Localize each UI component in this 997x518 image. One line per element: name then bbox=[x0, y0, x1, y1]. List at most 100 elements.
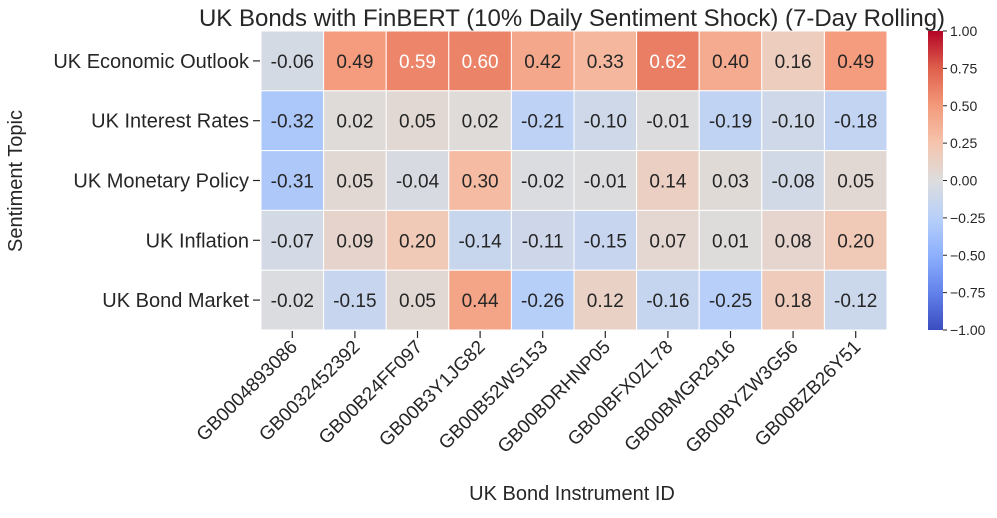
heatmap-cell bbox=[323, 30, 387, 92]
cell-value-label: -0.21 bbox=[521, 112, 564, 133]
cell-value-label: 0.40 bbox=[712, 52, 749, 73]
cell-value-label: -0.07 bbox=[271, 231, 314, 252]
x-tick-label: GB00BZB26Y51 bbox=[751, 337, 865, 451]
heatmap-cell bbox=[573, 30, 638, 92]
heatmap-cell bbox=[260, 30, 325, 92]
heatmap-cell bbox=[761, 209, 825, 271]
cell-value-label: 0.05 bbox=[399, 112, 436, 133]
y-tick-label: UK Interest Rates bbox=[91, 111, 249, 133]
heatmap-cell bbox=[761, 150, 825, 211]
heatmap-cell bbox=[823, 269, 888, 331]
x-tick-label: GB00BYZW3G56 bbox=[682, 337, 803, 458]
cell-value-label: -0.10 bbox=[771, 112, 814, 133]
cell-value-label: 0.20 bbox=[837, 231, 874, 252]
heatmap-cell bbox=[698, 150, 763, 211]
x-tick-label: GB00B3Y1JG82 bbox=[375, 337, 489, 451]
colorbar-tick-label: 0.50 bbox=[950, 98, 977, 114]
heatmap-cell bbox=[385, 30, 450, 92]
heatmap-cell bbox=[636, 90, 700, 152]
colorbar-tick-label: −0.25 bbox=[950, 210, 986, 226]
heatmap-cell bbox=[323, 90, 387, 152]
colorbar-tick-label: −1.00 bbox=[950, 322, 986, 338]
heatmap-cell bbox=[761, 269, 825, 331]
colorbar-tick-label: −0.50 bbox=[950, 247, 986, 263]
chart-title: UK Bonds with FinBERT (10% Daily Sentime… bbox=[199, 5, 945, 32]
cell-value-label: -0.32 bbox=[271, 112, 314, 133]
cell-value-label: -0.15 bbox=[584, 231, 627, 252]
cell-value-label: -0.02 bbox=[521, 172, 564, 193]
y-axis-label: Sentiment Topic bbox=[5, 110, 27, 252]
cell-value-label: -0.01 bbox=[584, 172, 627, 193]
cell-value-label: -0.12 bbox=[834, 291, 877, 312]
heatmap-cell bbox=[260, 269, 325, 331]
cell-value-label: -0.15 bbox=[333, 291, 376, 312]
x-tick-labels: GB0004893086GB0032452392GB00B24FF097GB00… bbox=[193, 331, 865, 458]
cell-value-label: 0.59 bbox=[399, 52, 436, 73]
heatmap-cell bbox=[260, 150, 325, 211]
cell-value-label: 0.05 bbox=[837, 172, 874, 193]
cell-value-label: -0.04 bbox=[396, 172, 440, 193]
heatmap-cell bbox=[698, 90, 763, 152]
heatmap-cell bbox=[510, 150, 575, 211]
cell-value-label: -0.10 bbox=[584, 112, 627, 133]
cell-value-label: 0.07 bbox=[649, 231, 686, 252]
cell-value-label: 0.09 bbox=[336, 231, 373, 252]
colorbar: 1.00 0.75 0.50 0.25 0.00 −0.25 −0.50 −0.75 −1.00 bbox=[928, 23, 986, 338]
heatmap-cell bbox=[823, 30, 888, 92]
heatmap-cell bbox=[385, 269, 450, 331]
cell-value-label: -0.26 bbox=[521, 291, 564, 312]
cell-value-label: 0.05 bbox=[336, 172, 373, 193]
y-tick-label: UK Monetary Policy bbox=[73, 171, 249, 193]
cell-value-label: 0.18 bbox=[775, 291, 812, 312]
cell-value-label: 0.30 bbox=[462, 172, 499, 193]
cell-value-label: -0.02 bbox=[271, 291, 314, 312]
heatmap-cell bbox=[636, 269, 700, 331]
cell-value-label: 0.44 bbox=[462, 291, 499, 312]
heatmap-cell bbox=[448, 90, 512, 152]
y-tick-label: UK Bond Market bbox=[102, 290, 249, 312]
y-tick-labels: UK Economic Outlook UK Interest Rates UK M… bbox=[53, 51, 260, 312]
cell-value-label: 0.05 bbox=[399, 291, 436, 312]
x-tick-label: GB00BFX0ZL78 bbox=[564, 337, 677, 450]
colorbar-tick-label: 0.00 bbox=[950, 173, 977, 189]
heatmap-cell bbox=[510, 269, 575, 331]
cell-value-label: 0.42 bbox=[524, 52, 561, 73]
cell-value-label: 0.33 bbox=[587, 52, 624, 73]
cell-value-label: -0.01 bbox=[646, 112, 689, 133]
heatmap-cell bbox=[385, 150, 450, 211]
heatmap-cell bbox=[323, 269, 387, 331]
heatmap-cell bbox=[323, 150, 387, 211]
heatmap-cell bbox=[823, 209, 888, 271]
cell-value-label: -0.19 bbox=[709, 112, 752, 133]
cell-value-label: 0.16 bbox=[775, 52, 812, 73]
cell-value-label: -0.08 bbox=[771, 172, 814, 193]
heatmap-cell bbox=[698, 269, 763, 331]
cell-value-label: 0.08 bbox=[775, 231, 812, 252]
cell-value-label: 0.62 bbox=[649, 52, 686, 73]
cell-value-label: -0.06 bbox=[271, 52, 314, 73]
x-tick-label: GB00BMGR2916 bbox=[621, 337, 740, 456]
heatmap-cell bbox=[636, 150, 700, 211]
heatmap-cell bbox=[260, 209, 325, 271]
cell-value-label: -0.31 bbox=[271, 172, 314, 193]
colorbar-tick-label: 0.25 bbox=[950, 135, 977, 151]
heatmap-cell bbox=[573, 209, 638, 271]
heatmap-cells: -0.06 0.49 0.59 0.60 0.42 0.33 0.62 0.40 0.16 0.4… bbox=[260, 30, 888, 331]
cell-value-label: 0.49 bbox=[837, 52, 874, 73]
cell-value-label: 0.02 bbox=[462, 112, 499, 133]
heatmap-cell bbox=[573, 90, 638, 152]
heatmap-cell bbox=[823, 150, 888, 211]
y-tick-label: UK Inflation bbox=[146, 230, 249, 252]
colorbar-tick-label: 1.00 bbox=[950, 23, 977, 39]
y-tick-label: UK Economic Outlook bbox=[53, 51, 250, 73]
cell-value-label: 0.01 bbox=[712, 231, 749, 252]
colorbar-gradient bbox=[928, 31, 943, 330]
heatmap-cell bbox=[636, 209, 700, 271]
cell-value-label: -0.14 bbox=[458, 231, 502, 252]
colorbar-tick-label: 0.75 bbox=[950, 60, 977, 76]
cell-value-label: 0.20 bbox=[399, 231, 436, 252]
cell-value-label: 0.03 bbox=[712, 172, 749, 193]
x-axis-label: UK Bond Instrument ID bbox=[469, 483, 675, 505]
colorbar-tick-label: −0.75 bbox=[950, 285, 986, 301]
